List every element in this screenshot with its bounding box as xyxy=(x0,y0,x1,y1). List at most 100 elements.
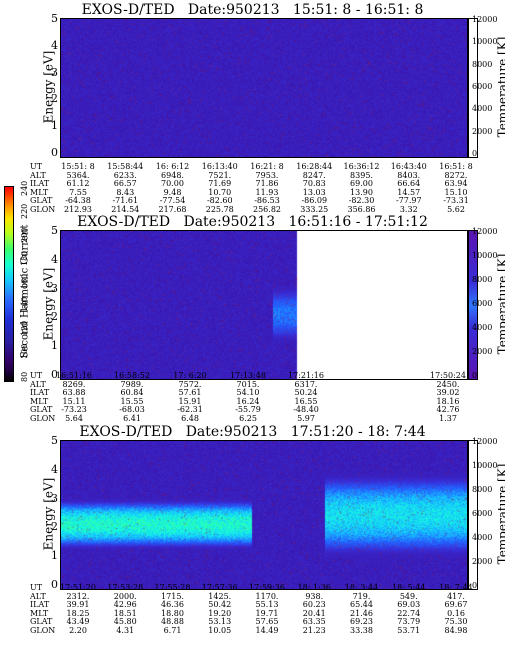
orbit-cell: 33.38 xyxy=(350,625,373,635)
orbit-row-name: GLAT xyxy=(30,405,53,415)
orbit-row: UT 15:51: 8 15:58:44 16: 6:12 16:13:40 16:21:… xyxy=(0,162,505,172)
orbit-cell: 2.20 xyxy=(69,625,87,635)
orbit-row-name: GLON xyxy=(30,413,56,423)
orbit-row: GLON 2.20 4.31 6.71 10.05 14.49 21.23 33.38 53.7… xyxy=(0,625,505,636)
orbit-cell: 7953. xyxy=(255,170,279,180)
orbit-cell: -82.30 xyxy=(348,196,375,206)
orbit-cell: 71.86 xyxy=(255,179,279,189)
orbit-cell: 217.68 xyxy=(158,204,187,214)
orbit-cell: 69.00 xyxy=(350,179,373,189)
orbit-cell: 15.11 xyxy=(62,396,86,406)
orbit-cell: 65.44 xyxy=(350,600,373,610)
orbit-row: ILAT 39.91 42.96 46.36 50.42 55.13 60.23 65.44 6… xyxy=(0,601,505,610)
orbit-cell: 16.55 xyxy=(294,396,318,406)
orbit-cell: 73.79 xyxy=(397,617,421,627)
orbit-cell: -77.97 xyxy=(395,196,422,206)
orbit-cell: 16:21: 8 xyxy=(250,162,284,171)
orbit-row: ILAT 61.12 66.57 70.00 71.69 71.86 70.83 69.00 6… xyxy=(0,180,505,189)
orbit-row: MLT 7.55 8.43 9.48 10.70 11.93 13.03 13.90 14.57… xyxy=(0,187,505,198)
orbit-cell: -86.09 xyxy=(301,196,328,206)
orbit-cell: 70.00 xyxy=(161,179,184,189)
orbit-cell: 18: 3:44 xyxy=(344,583,379,592)
orbit-cell: 4.31 xyxy=(116,625,135,635)
heatmap-canvas xyxy=(61,441,467,589)
chart-title: EXOS-D/TED Date:950213 17:51:20 - 18: 7:… xyxy=(79,424,426,440)
orbit-cell: 19.71 xyxy=(255,608,279,618)
orbit-cell: 21.23 xyxy=(302,625,326,635)
orbit-row-name: GLAT xyxy=(30,196,53,206)
orbit-cell: 7572. xyxy=(178,379,202,389)
orbit-cell: 18: 5:44 xyxy=(392,583,426,592)
orbit-row: ILAT 63.88 60.84 57.61 54.10 50.24 39.02 xyxy=(0,389,505,398)
y-axis-label: Energy [eV] xyxy=(41,477,56,551)
orbit-cell: 14.57 xyxy=(397,187,421,197)
orbit-cell: 16:43:40 xyxy=(390,162,427,171)
orbit-cell: -86.53 xyxy=(254,196,280,206)
orbit-row-name: UT xyxy=(30,371,43,380)
orbit-cell: 5.97 xyxy=(297,413,315,423)
orbit-cell: 225.78 xyxy=(205,204,234,214)
orbit-row-name: GLON xyxy=(30,625,56,635)
orbit-cell: 60.23 xyxy=(302,600,326,610)
orbit-cell: -71.61 xyxy=(112,196,139,206)
orbit-cell: -48.40 xyxy=(293,405,319,415)
y-tick-label: 4 xyxy=(51,252,58,266)
orbit-row: ALT 8269. 7989. 7572. 7015. 6317. 2450. xyxy=(0,379,505,390)
orbit-row-name: UT xyxy=(30,162,43,171)
orbit-cell: 42.76 xyxy=(436,405,460,415)
y-tick-label: 0 xyxy=(51,578,58,591)
orbit-cell: 70.83 xyxy=(302,179,326,189)
y-tick-label: 5 xyxy=(51,224,58,237)
orbit-cell: 18: 1:36 xyxy=(297,583,331,592)
orbit-cell: 18.25 xyxy=(66,608,90,618)
orbit-cell: 16:51: 8 xyxy=(439,162,473,171)
orbit-cell: 7989. xyxy=(120,379,144,389)
orbit-cell: 6.25 xyxy=(239,413,257,423)
y-axis-label: Energy [eV] xyxy=(41,50,56,124)
orbit-cell: 356.86 xyxy=(347,204,376,214)
temperature-scale xyxy=(468,18,478,158)
orbit-cell: 20.41 xyxy=(302,608,326,618)
orbit-cell: 57.61 xyxy=(178,388,202,398)
orbit-cell: 16:13:40 xyxy=(201,162,238,171)
orbit-table: UT 17:51:20 17:53:28 17:55:28 17:57:36 17:59:… xyxy=(0,583,505,636)
orbit-table: UT 15:51: 8 15:58:44 16: 6:12 16:13:40 16:21:… xyxy=(0,162,505,215)
orbit-cell: 17:51:20 xyxy=(60,583,96,592)
y-axis-label: Energy [eV] xyxy=(41,267,56,341)
orbit-cell: 13.90 xyxy=(350,187,373,197)
orbit-cell: 53.13 xyxy=(208,617,232,627)
orbit-cell: 2450. xyxy=(436,379,460,389)
y-tick-label: 4 xyxy=(51,462,58,476)
chart-title: EXOS-D/TED Date:950213 15:51: 8 - 16:51:… xyxy=(81,2,424,18)
orbit-cell: 9.48 xyxy=(163,187,182,197)
orbit-cell: 417. xyxy=(447,591,465,601)
temperature-axis-label: Temperature [K] xyxy=(495,253,505,355)
temperature-tick-label: 0 xyxy=(472,149,478,158)
y-tick-label: 2 xyxy=(51,92,58,106)
orbit-cell: 60.84 xyxy=(120,388,144,398)
temperature-tick-label: 4000 xyxy=(472,323,493,332)
orbit-row-name: MLT xyxy=(30,396,49,406)
orbit-cell: 45.80 xyxy=(113,617,137,627)
temperature-tick-label: 2000 xyxy=(472,347,493,356)
orbit-cell: 6948. xyxy=(161,170,184,180)
temperature-axis-label: Temperature [K] xyxy=(495,463,505,565)
orbit-cell: 63.94 xyxy=(444,179,468,189)
temperature-tick-label: 6000 xyxy=(472,299,493,308)
temperature-tick-label: 2000 xyxy=(472,557,493,566)
y-tick-label: 1 xyxy=(51,339,58,353)
orbit-cell: 1170. xyxy=(255,591,279,601)
orbit-cell: 69.03 xyxy=(397,600,421,610)
orbit-cell: 55.13 xyxy=(255,600,279,610)
orbit-cell: 2312. xyxy=(66,591,90,601)
orbit-cell: 16: 6:12 xyxy=(155,162,190,171)
orbit-cell: 16:28:44 xyxy=(296,162,333,171)
orbit-cell: 6.41 xyxy=(123,413,141,423)
temperature-tick-label: 0 xyxy=(472,371,478,380)
orbit-row: MLT 18.25 18.51 18.80 19.20 19.71 20.41 21.46 22… xyxy=(0,608,505,619)
orbit-row: ALT 5364. 6233. 6948. 7521. 7953. 8247. 8395. 84… xyxy=(0,170,505,181)
orbit-cell: 6233. xyxy=(113,170,137,180)
orbit-cell: 5.64 xyxy=(65,413,83,423)
orbit-cell: 17: 6:20 xyxy=(173,371,207,380)
orbit-cell: 16:36:12 xyxy=(343,162,380,171)
